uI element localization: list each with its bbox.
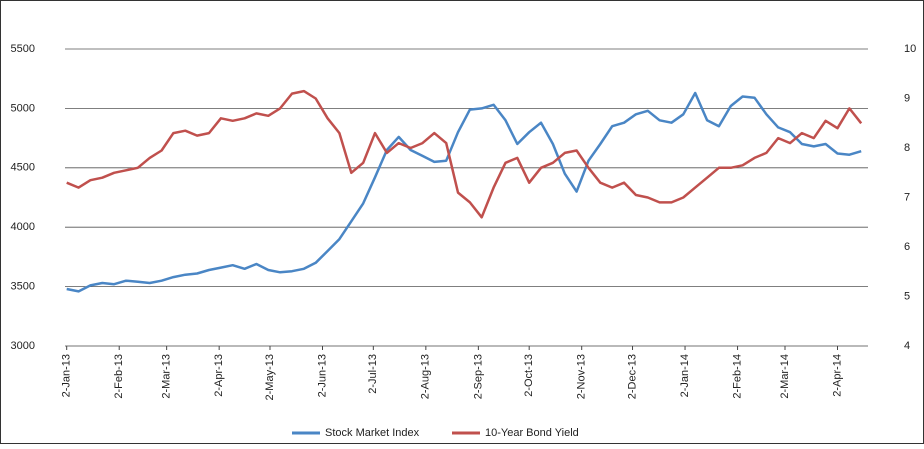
x-tick-label: 2-Apr-13	[213, 354, 225, 397]
x-tick-label: 2-Feb-14	[731, 354, 743, 399]
x-tick-label: 2-Feb-13	[113, 354, 125, 399]
x-tick-label: 2-Mar-13	[161, 354, 173, 399]
x-tick-label: 2-Dec-13	[626, 354, 638, 399]
y2-tick-label: 5	[904, 290, 910, 302]
x-tick-label: 2-Aug-13	[420, 354, 432, 399]
y-tick-label: 3500	[11, 281, 35, 293]
line-series	[66, 89, 863, 219]
x-tick-label: 2-Oct-13	[523, 354, 535, 397]
legend-label: 10-Year Bond Yield	[485, 427, 579, 439]
x-tick-label: 2-Jun-13	[316, 354, 328, 397]
x-tick-label: 2-Jul-13	[367, 354, 379, 394]
x-tick-label: 2-Nov-13	[576, 354, 588, 399]
y-tick-label: 3000	[11, 340, 35, 352]
x-tick-label: 2-Sep-13	[472, 354, 484, 399]
y2-tick-label: 7	[904, 191, 910, 203]
line-series	[66, 91, 862, 293]
x-tick-label: 2-Apr-14	[831, 354, 843, 397]
legend-label: Stock Market Index	[325, 427, 420, 439]
y2-tick-label: 8	[904, 142, 910, 154]
x-tick-label: 2-May-13	[264, 354, 276, 400]
x-tick-label: 2-Jan-14	[679, 354, 691, 397]
y2-tick-label: 10	[904, 43, 916, 55]
x-tick-label: 2-Mar-14	[779, 354, 791, 399]
y-tick-label: 4000	[11, 221, 35, 233]
y2-tick-label: 4	[904, 340, 910, 352]
x-tick-label: 2-Jan-13	[61, 354, 73, 397]
y2-tick-label: 6	[904, 241, 910, 253]
y-tick-label: 4500	[11, 162, 35, 174]
y-tick-label: 5500	[11, 43, 35, 55]
y2-tick-label: 9	[904, 92, 910, 104]
y-tick-label: 5000	[11, 102, 35, 114]
